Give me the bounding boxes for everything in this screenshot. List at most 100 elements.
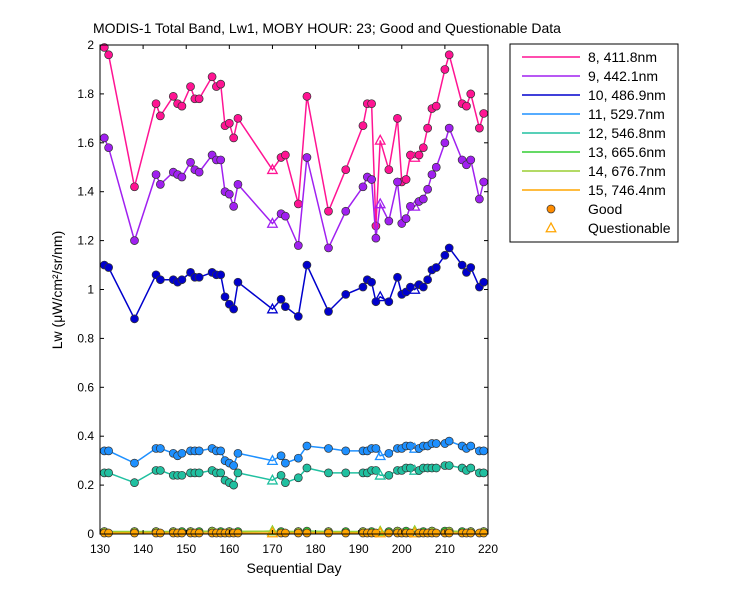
good-point	[423, 184, 432, 194]
x-tick-label: 130	[90, 542, 110, 556]
good-point	[194, 167, 204, 177]
good-point	[444, 243, 454, 253]
y-tick-label: 0.4	[77, 429, 94, 443]
good-point	[177, 101, 187, 111]
questionable-point	[266, 526, 279, 538]
good-point	[194, 446, 204, 456]
x-tick-label: 150	[176, 542, 196, 556]
series	[99, 461, 489, 490]
series	[99, 243, 489, 324]
good-point	[384, 165, 394, 175]
legend-label: 10, 486.9nm	[588, 87, 666, 103]
good-point	[151, 170, 161, 179]
good-point	[302, 91, 312, 101]
good-point	[276, 294, 286, 304]
good-point	[302, 441, 312, 451]
y-tick-label: 2	[87, 38, 94, 52]
good-point	[479, 109, 489, 118]
good-point	[418, 143, 428, 153]
good-point	[130, 458, 139, 468]
questionable-point	[374, 468, 387, 480]
questionable-point	[374, 133, 387, 145]
y-tick-label: 0.8	[77, 331, 94, 345]
questionable-point	[266, 473, 279, 485]
good-point	[281, 302, 290, 311]
good-point	[367, 175, 376, 184]
good-point	[466, 155, 476, 165]
good-point	[466, 528, 476, 538]
good-point	[229, 202, 238, 211]
good-point	[293, 473, 303, 483]
good-point	[341, 446, 351, 456]
y-tick-label: 0.6	[77, 380, 94, 394]
good-point	[194, 272, 204, 282]
good-point	[358, 182, 368, 192]
x-tick-label: 170	[262, 542, 282, 556]
good-point	[302, 153, 312, 162]
good-point	[444, 123, 454, 133]
good-point	[431, 528, 441, 538]
good-point	[431, 101, 441, 111]
good-point	[440, 138, 450, 148]
good-point	[186, 158, 195, 167]
good-point	[233, 180, 243, 189]
good-point	[99, 133, 109, 143]
good-point	[324, 307, 333, 316]
questionable-point	[266, 302, 279, 314]
good-point	[293, 453, 303, 463]
legend-box	[509, 43, 679, 243]
good-point	[130, 314, 139, 324]
good-point	[384, 448, 394, 458]
questionable-point	[374, 449, 387, 461]
good-point	[393, 177, 402, 187]
good-point	[104, 528, 113, 538]
good-point	[324, 468, 333, 478]
good-point	[341, 206, 351, 216]
good-point	[341, 528, 351, 538]
good-point	[276, 470, 286, 480]
y-tick-label: 1.6	[77, 136, 94, 150]
x-axis: 130 140 150 160 170 180 190 200 210 220	[90, 45, 498, 556]
questionable-point	[266, 454, 279, 466]
good-point	[194, 468, 204, 478]
good-point	[358, 282, 368, 292]
good-point	[194, 528, 204, 538]
good-point	[229, 304, 238, 314]
y-tick-label: 1.4	[77, 185, 94, 199]
good-point	[104, 468, 113, 478]
questionable-point	[266, 524, 279, 536]
good-point	[302, 463, 312, 473]
good-point	[233, 448, 243, 458]
good-point	[431, 439, 441, 448]
good-point	[177, 470, 187, 480]
good-point	[423, 123, 432, 133]
legend-label: Good	[588, 201, 622, 217]
good-point	[130, 478, 139, 488]
good-point	[216, 79, 226, 89]
good-point	[293, 528, 303, 538]
good-point	[151, 99, 161, 109]
good-point	[393, 272, 402, 282]
x-axis-label: Sequential Day	[247, 560, 342, 576]
good-point	[414, 150, 424, 160]
good-point	[216, 270, 226, 280]
good-point	[427, 170, 437, 179]
good-point	[186, 82, 195, 91]
good-point	[479, 528, 489, 538]
series	[99, 436, 489, 470]
y-tick-label: 1.2	[77, 234, 94, 248]
good-point	[367, 99, 376, 109]
good-point	[130, 182, 139, 192]
y-axis: 0 0.2 0.4 0.6 0.8 1 1.2 1.4 1.6 1.8 2	[77, 38, 488, 541]
good-point	[444, 528, 454, 538]
good-point	[302, 528, 312, 538]
x-tick-label: 140	[133, 542, 153, 556]
good-point	[466, 463, 476, 473]
good-point	[462, 101, 471, 111]
good-point	[384, 216, 394, 226]
good-point	[440, 65, 450, 74]
good-point	[401, 214, 411, 223]
good-point	[302, 260, 312, 270]
good-point	[156, 444, 165, 453]
